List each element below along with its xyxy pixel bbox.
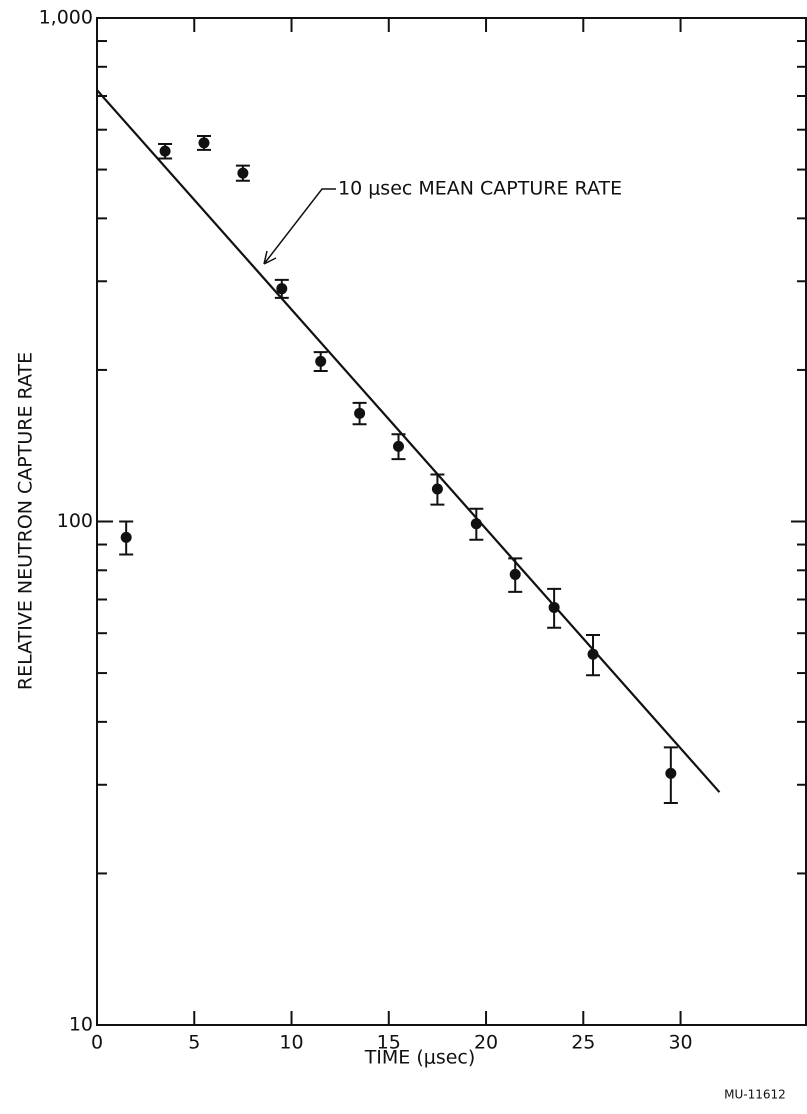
x-tick-label: 15 xyxy=(377,1032,401,1054)
data-point xyxy=(665,767,677,779)
data-point xyxy=(315,355,327,367)
fit-line xyxy=(96,89,721,793)
footnote: MU-11612 xyxy=(724,1088,786,1102)
y-tick-label: 10 xyxy=(69,1014,93,1036)
data-point xyxy=(237,167,249,179)
y-tick-label: 1,000 xyxy=(39,7,93,29)
x-tick-label: 10 xyxy=(279,1032,303,1054)
y-tick-label: 100 xyxy=(57,510,93,532)
x-tick-label: 20 xyxy=(474,1032,498,1054)
data-point xyxy=(120,531,132,543)
data-point xyxy=(159,145,171,157)
x-tick-label: 5 xyxy=(188,1032,200,1054)
data-point xyxy=(431,483,443,495)
x-tick-label: 0 xyxy=(91,1032,103,1054)
data-point xyxy=(198,137,210,149)
data-point xyxy=(509,568,521,580)
x-tick-label: 25 xyxy=(571,1032,595,1054)
y-axis-label: RELATIVE NEUTRON CAPTURE RATE xyxy=(15,352,37,690)
annotation-arrow xyxy=(263,188,336,265)
annotation: 10 μsec MEAN CAPTURE RATE xyxy=(338,178,622,200)
x-tick-label: 30 xyxy=(668,1032,692,1054)
data-point xyxy=(276,283,288,295)
data-point xyxy=(354,407,366,419)
plot-frame xyxy=(96,17,807,1026)
x-axis-label: TIME (μsec) xyxy=(364,1047,476,1069)
data-point xyxy=(393,440,405,452)
